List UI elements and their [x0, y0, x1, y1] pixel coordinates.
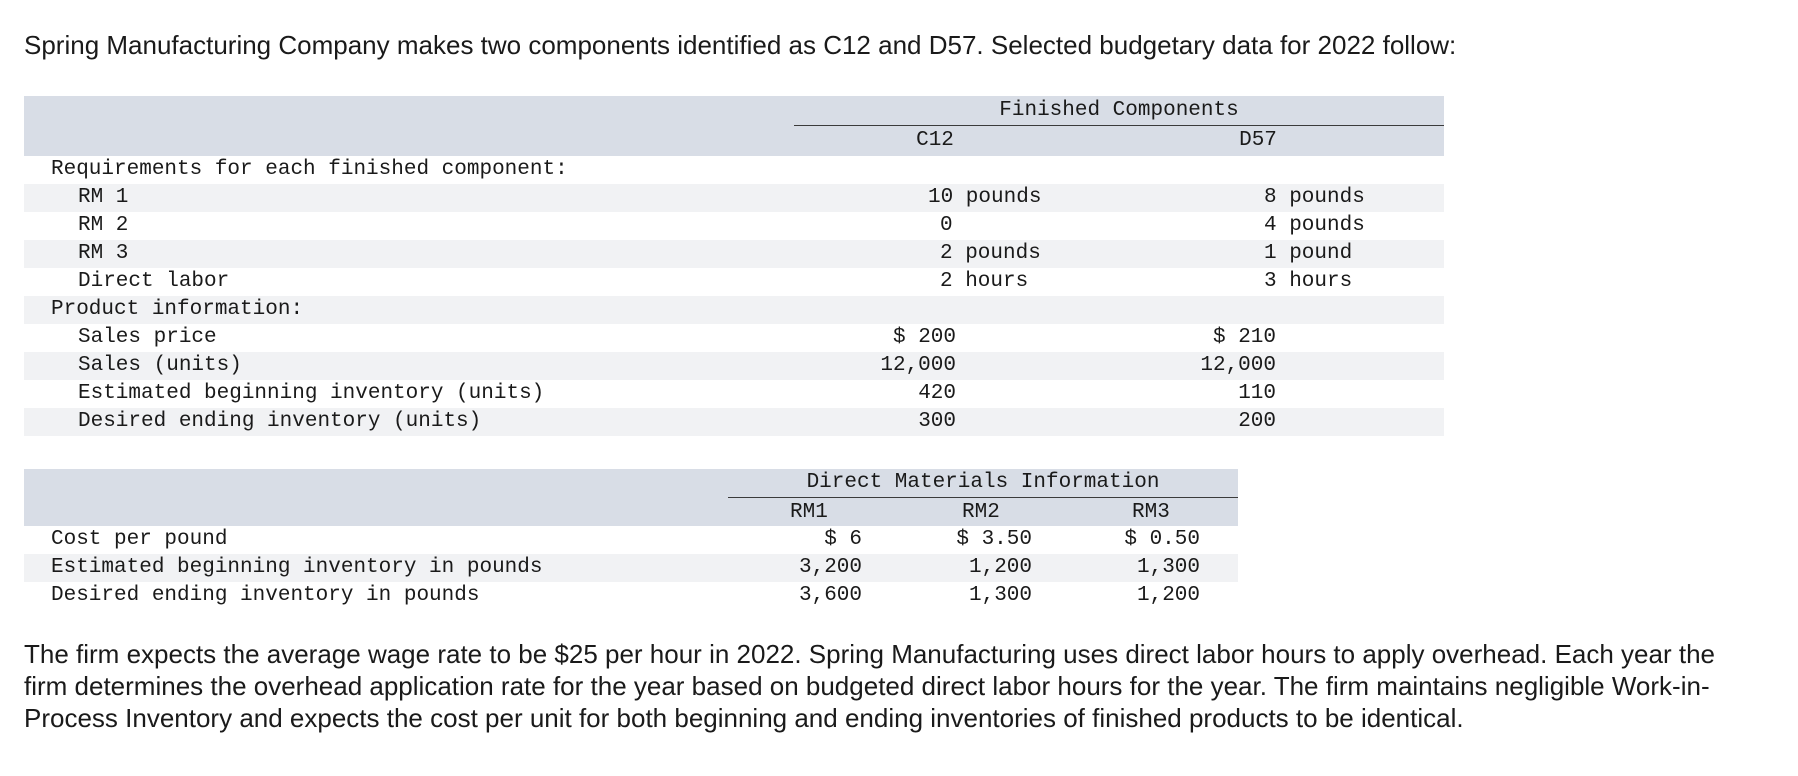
col-header-rm1: RM1: [790, 501, 828, 524]
cell-d57-sales-price: $ 210: [1212, 326, 1276, 349]
cell-rm2-ending: 1,300: [968, 584, 1032, 607]
cell-rm1-ending: 3,600: [798, 584, 862, 607]
table1-stripe: [24, 240, 1444, 268]
table2-stripe: [24, 554, 1238, 582]
table1-stripe: [24, 352, 1444, 380]
row-label-sales-units: Sales (units): [78, 354, 242, 377]
closing-paragraph: The firm expects the average wage rate t…: [24, 639, 1716, 733]
cell-rm2-cost: $ 3.50: [956, 528, 1032, 551]
cell-rm3-cost: $ 0.50: [1124, 528, 1200, 551]
row-label-sales-price: Sales price: [78, 326, 217, 349]
table2-header-rule: [728, 497, 1238, 498]
cell-c12-ending-inventory: 300: [918, 410, 956, 433]
cell-d57-rm1: 8 pounds: [1264, 186, 1365, 209]
cell-rm1-cost: $ 6: [824, 528, 862, 551]
product-info-section-label: Product information:: [51, 298, 304, 321]
table1-header-rule: [794, 125, 1444, 126]
cell-rm1-beginning: 3,200: [798, 556, 862, 579]
cell-d57-direct-labor: 3 hours: [1264, 270, 1353, 293]
cell-rm2-beginning: 1,200: [968, 556, 1032, 579]
cell-c12-beginning-inventory: 420: [918, 382, 956, 405]
table1-header-band: [24, 96, 1444, 156]
row-label-ending-pounds: Desired ending inventory in pounds: [51, 584, 480, 607]
row-label-rm2: RM 2: [78, 214, 129, 237]
row-label-rm3: RM 3: [78, 242, 129, 265]
row-label-ending-inventory: Desired ending inventory (units): [78, 410, 482, 433]
cell-rm3-ending: 1,200: [1136, 584, 1200, 607]
row-label-beginning-pounds: Estimated beginning inventory in pounds: [51, 556, 543, 579]
cell-c12-rm1: 10 pounds: [928, 186, 1042, 209]
cell-c12-rm3: 2 pounds: [940, 242, 1041, 265]
cell-d57-rm3: 1 pound: [1264, 242, 1353, 265]
cell-d57-ending-inventory: 200: [1238, 410, 1276, 433]
row-label-cost-per-pound: Cost per pound: [51, 528, 228, 551]
cell-d57-rm2: 4 pounds: [1264, 214, 1365, 237]
col-header-rm3: RM3: [1132, 501, 1170, 524]
row-label-rm1: RM 1: [78, 186, 129, 209]
table1-stripe: [24, 184, 1444, 212]
requirements-section-label: Requirements for each finished component…: [51, 158, 568, 181]
table1-stripe: [24, 408, 1444, 436]
cell-c12-sales-units: 12,000: [880, 354, 956, 377]
col-header-rm2: RM2: [962, 501, 1000, 524]
col-header-d57: D57: [1239, 129, 1277, 152]
table1-stripe: [24, 296, 1444, 324]
cell-d57-beginning-inventory: 110: [1238, 382, 1276, 405]
table2-group-header: Direct Materials Information: [806, 471, 1160, 494]
cell-rm3-beginning: 1,300: [1136, 556, 1200, 579]
cell-c12-sales-price: $ 200: [892, 326, 956, 349]
cell-c12-direct-labor: 2 hours: [940, 270, 1029, 293]
intro-paragraph: Spring Manufacturing Company makes two c…: [24, 30, 1457, 60]
table1-group-header: Finished Components: [999, 99, 1239, 122]
cell-d57-sales-units: 12,000: [1200, 354, 1276, 377]
cell-c12-rm2: 0: [940, 214, 953, 237]
row-label-direct-labor: Direct labor: [78, 270, 230, 293]
row-label-beginning-inventory: Estimated beginning inventory (units): [78, 382, 545, 405]
col-header-c12: C12: [916, 129, 954, 152]
